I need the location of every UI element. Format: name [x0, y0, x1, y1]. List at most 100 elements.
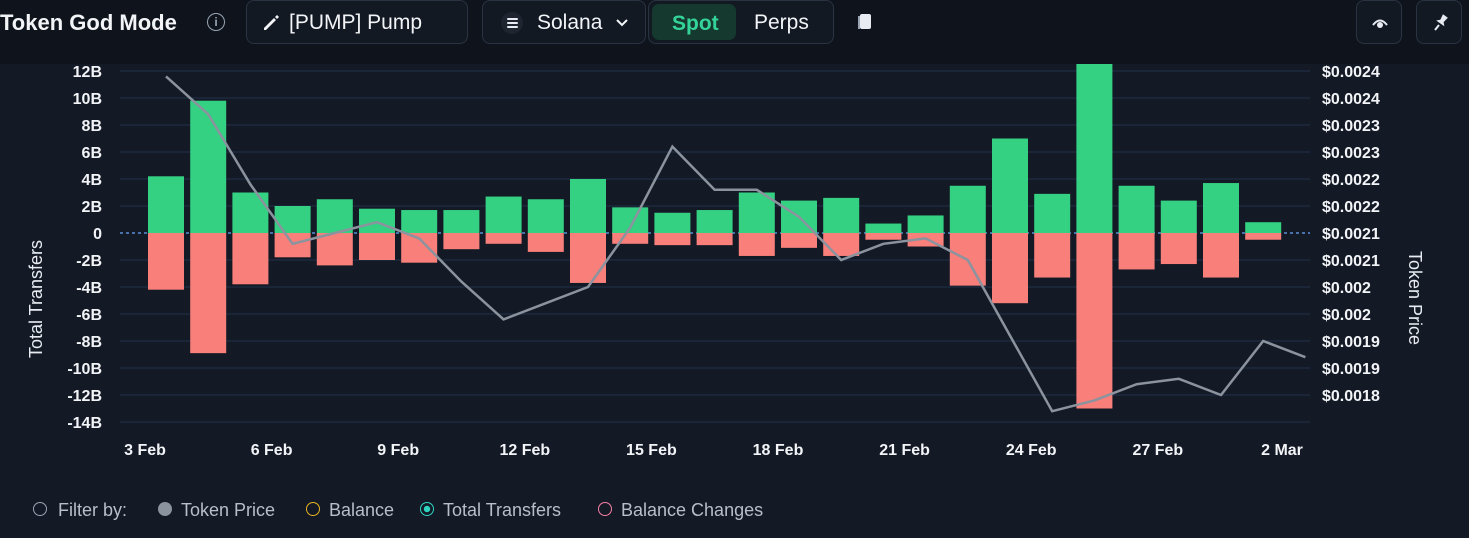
bar-positive[interactable]: [865, 223, 902, 233]
y-tick-label: -2B: [76, 253, 102, 270]
chain-selector-button[interactable]: Solana: [482, 0, 646, 44]
bar-negative[interactable]: [316, 233, 353, 266]
y2-tick-label: $0.0021: [1322, 226, 1380, 243]
chain-label: Solana: [537, 11, 603, 34]
copy-icon[interactable]: [857, 13, 873, 31]
watch-button[interactable]: [1356, 0, 1402, 44]
bar-positive[interactable]: [1034, 193, 1071, 233]
bar-positive[interactable]: [1160, 200, 1197, 233]
y2-tick-label: $0.0023: [1322, 145, 1380, 162]
bar-negative[interactable]: [1160, 233, 1197, 265]
bar-positive[interactable]: [359, 208, 395, 233]
legend-total-transfers[interactable]: Total Transfers: [443, 500, 562, 520]
y2-tick-label: $0.0023: [1322, 118, 1380, 135]
x-tick-label: 21 Feb: [879, 442, 930, 459]
bar-positive[interactable]: [148, 176, 184, 233]
bar-positive[interactable]: [1076, 64, 1113, 233]
info-icon: [33, 502, 47, 516]
bar-positive[interactable]: [527, 199, 564, 233]
legend-balance[interactable]: Balance: [329, 500, 395, 520]
bar-positive[interactable]: [274, 206, 311, 233]
y2-tick-label: $0.0018: [1322, 388, 1380, 405]
bar-positive[interactable]: [401, 210, 438, 233]
y-tick-label: 0: [93, 226, 102, 243]
bar-negative[interactable]: [274, 233, 311, 258]
token-label: [PUMP] Pump: [289, 11, 423, 34]
bar-negative[interactable]: [1076, 233, 1113, 409]
legend-balance-changes[interactable]: Balance Changes: [621, 500, 764, 520]
y2-tick-label: $0.0024: [1322, 91, 1380, 108]
y-tick-label: 10B: [73, 91, 102, 108]
spot-tab-label: Spot: [672, 12, 719, 35]
y-tick-label: -4B: [76, 280, 102, 297]
bar-negative[interactable]: [1118, 233, 1155, 270]
mode-toggle: Spot Perps: [648, 0, 834, 44]
y-tick-label: 12B: [73, 64, 102, 81]
y-tick-label: -12B: [67, 388, 102, 405]
token-selector-button[interactable]: [PUMP] Pump: [246, 0, 468, 44]
bar-positive[interactable]: [190, 100, 227, 233]
bar-positive[interactable]: [443, 210, 480, 233]
page-title: Token God Mode: [0, 10, 177, 35]
bar-negative[interactable]: [485, 233, 522, 244]
y2-tick-label: $0.0019: [1322, 334, 1380, 351]
bar-negative[interactable]: [232, 233, 269, 285]
bar-negative[interactable]: [823, 233, 860, 256]
bar-negative[interactable]: [654, 233, 691, 246]
bar-positive[interactable]: [738, 192, 775, 234]
bar-positive[interactable]: [485, 196, 522, 233]
y-tick-label: 8B: [82, 118, 102, 135]
bar-negative[interactable]: [696, 233, 733, 246]
bar-positive[interactable]: [823, 197, 860, 233]
bar-negative[interactable]: [190, 233, 227, 354]
bar-positive[interactable]: [1245, 222, 1282, 233]
y2-axis-label: Token Price: [1405, 251, 1425, 345]
x-tick-label: 27 Feb: [1132, 442, 1183, 459]
bar-negative[interactable]: [865, 233, 902, 240]
y2-tick-label: $0.002: [1322, 307, 1371, 324]
y2-tick-label: $0.0022: [1322, 172, 1380, 189]
transfers-chart: 12B10B8B6B4B2B0-2B-4B-6B-8B-10B-12B-14B …: [26, 64, 1425, 459]
bar-positive[interactable]: [907, 215, 944, 233]
bar-negative[interactable]: [1034, 233, 1071, 278]
bar-positive[interactable]: [696, 210, 733, 233]
y2-tick-label: $0.0022: [1322, 199, 1380, 216]
legend: Filter by: Token Price Balance Total Tra…: [0, 496, 900, 526]
bar-negative[interactable]: [992, 233, 1028, 304]
bar-positive[interactable]: [1203, 183, 1239, 233]
x-tick-label: 3 Feb: [124, 442, 166, 459]
bar-positive[interactable]: [1118, 185, 1155, 233]
bar-positive[interactable]: [570, 179, 606, 233]
bar-negative[interactable]: [1245, 233, 1282, 240]
bar-positive[interactable]: [316, 199, 353, 233]
x-tick-label: 2 Mar: [1261, 442, 1303, 459]
info-icon[interactable]: i: [207, 13, 225, 31]
bar-negative[interactable]: [738, 233, 775, 256]
bar-negative[interactable]: [527, 233, 564, 252]
legend-token-price[interactable]: Token Price: [181, 500, 276, 520]
x-tick-label: 15 Feb: [626, 442, 677, 459]
perps-tab[interactable]: Perps: [754, 11, 809, 34]
bar-positive[interactable]: [949, 185, 986, 233]
spot-tab[interactable]: Spot: [652, 4, 736, 40]
legend-total-transfers-icon: [420, 502, 434, 516]
bar-positive[interactable]: [654, 212, 691, 233]
bar-negative[interactable]: [359, 233, 395, 260]
x-tick-label: 12 Feb: [499, 442, 550, 459]
pin-button[interactable]: [1416, 0, 1462, 44]
y2-tick-label: $0.0024: [1322, 64, 1380, 81]
bar-negative[interactable]: [1203, 233, 1239, 278]
bar-positive[interactable]: [992, 138, 1028, 234]
solana-icon: [501, 12, 523, 34]
legend-balance-changes-icon: [598, 502, 612, 516]
x-tick-label: 24 Feb: [1006, 442, 1057, 459]
bar-negative[interactable]: [570, 233, 606, 283]
bar-negative[interactable]: [148, 233, 184, 290]
bar-negative[interactable]: [612, 233, 649, 244]
bar-negative[interactable]: [781, 233, 817, 248]
bar-positive[interactable]: [232, 192, 269, 234]
x-tick-label: 18 Feb: [753, 442, 804, 459]
bar-negative[interactable]: [443, 233, 480, 250]
pencil-icon: [264, 15, 279, 30]
y2-tick-label: $0.002: [1322, 280, 1371, 297]
